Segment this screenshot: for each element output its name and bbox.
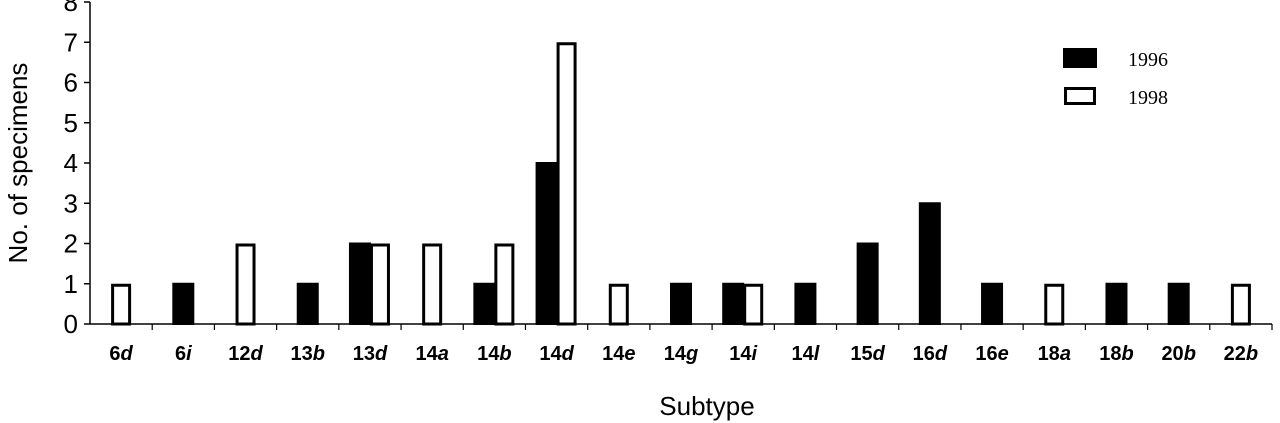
x-axis-label: Subtype (659, 391, 754, 421)
bar-1996 (918, 202, 941, 325)
x-tick-label: 22b (1224, 343, 1258, 365)
x-tick-label: 14e (602, 343, 635, 365)
bar-1998 (743, 283, 764, 326)
bar-1996 (856, 242, 879, 325)
legend-swatch-1998 (1064, 87, 1096, 105)
bar-1996 (981, 282, 1004, 325)
y-tick-label: 6 (64, 68, 78, 98)
x-tick-label: 14b (477, 343, 511, 365)
x-tick-label: 18a (1038, 343, 1071, 365)
x-tick-label: 14d (539, 343, 574, 365)
x-tick-label: 16e (975, 343, 1008, 365)
bar-1998 (608, 283, 629, 326)
y-tick-label: 8 (64, 0, 78, 17)
x-tick-label: 15d (850, 343, 885, 365)
bar-1998 (494, 243, 515, 326)
x-tick-label: 6d (109, 343, 133, 365)
y-ticks: 0 1 2 3 4 5 6 7 8 (64, 0, 90, 339)
y-tick-label: 7 (64, 27, 78, 57)
bar-1996 (794, 282, 817, 325)
x-tick-label: 14i (729, 343, 757, 365)
y-tick-label: 1 (64, 269, 78, 299)
bar-1996 (348, 242, 371, 325)
x-tick-label: 14l (792, 343, 820, 365)
legend-swatch-1996 (1063, 48, 1097, 68)
bar-1996 (535, 162, 558, 325)
bar-1996 (1105, 282, 1128, 325)
legend-label-1998: 1998 (1128, 87, 1168, 109)
x-tick-label: 14a (415, 343, 448, 365)
x-tick-label: 6i (175, 343, 192, 365)
bar-1996 (172, 282, 195, 325)
x-tick-label: 13d (353, 343, 388, 365)
x-tick-label: 16d (913, 343, 948, 365)
x-tick-label: 18b (1099, 343, 1133, 365)
legend: 1996 1998 (1063, 48, 1168, 109)
y-tick-label: 3 (64, 188, 78, 218)
bar-1996 (473, 282, 496, 325)
x-tick-label: 13b (291, 343, 325, 365)
bar-1996 (296, 282, 319, 325)
bar-1998 (1044, 283, 1065, 326)
bar-1998 (369, 243, 390, 326)
x-tick-label: 12d (228, 343, 263, 365)
bar-1996 (670, 282, 692, 325)
bar-1998 (556, 42, 577, 326)
bars (111, 42, 1251, 326)
bar-1996 (1167, 282, 1190, 325)
y-tick-label: 4 (64, 148, 78, 178)
bar-1998 (422, 243, 443, 326)
y-tick-label: 0 (64, 309, 78, 339)
x-tick-label: 20b (1161, 343, 1195, 365)
bar-1996 (722, 282, 745, 325)
y-tick-label: 2 (64, 229, 78, 259)
x-tick-label: 14g (664, 343, 698, 365)
legend-label-1996: 1996 (1128, 49, 1168, 71)
y-tick-label: 5 (64, 108, 78, 138)
y-axis-label: No. of specimens (3, 63, 33, 264)
x-ticks: 6d 6i 12d 13b 13d 14a 14b 14d 14e 14g 14i 14l 15d 16d… (109, 324, 1273, 365)
bar-1998 (235, 243, 256, 326)
bar-1998 (1230, 283, 1251, 326)
bar-1998 (111, 283, 132, 326)
